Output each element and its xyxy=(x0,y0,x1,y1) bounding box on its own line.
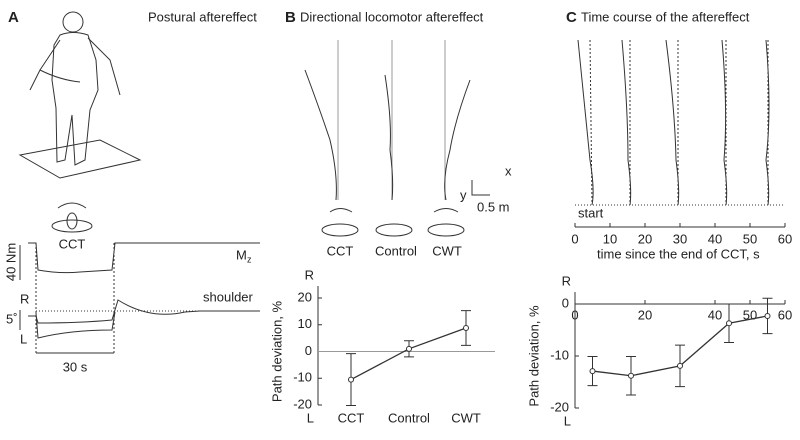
y-tick-label: 0 xyxy=(305,343,312,358)
point xyxy=(463,324,469,331)
x-tick-label: CCT xyxy=(338,410,365,425)
y-tick-label: 10 xyxy=(298,316,312,331)
axis-label: x xyxy=(505,163,512,178)
y-tick-label: 0 xyxy=(562,295,569,310)
x-tick-label: 0 xyxy=(571,231,578,246)
trajectory xyxy=(304,40,490,237)
y-tick-label: -20 xyxy=(550,399,569,414)
condition-label: CCT xyxy=(59,236,86,251)
panel-title: Directional locomotor aftereffect xyxy=(300,9,484,24)
condition-label: Control xyxy=(375,243,417,258)
y-axis-label: Path deviation, % xyxy=(269,300,284,402)
panel-letter: A xyxy=(8,9,19,26)
start-label: start xyxy=(578,205,604,220)
trace xyxy=(19,242,260,355)
x-tick-label: 20 xyxy=(638,231,652,246)
scale-label: 0.5 m xyxy=(477,199,510,214)
y-tick-label: -10 xyxy=(550,347,569,362)
point xyxy=(726,320,732,327)
condition-label: CCT xyxy=(327,243,354,258)
point xyxy=(589,368,596,375)
x-tick-label: 40 xyxy=(708,231,722,246)
direction-label: R xyxy=(20,291,29,306)
trajectory xyxy=(575,39,785,206)
x-tick-label: 60 xyxy=(778,307,792,322)
panel-letter: C xyxy=(566,9,577,26)
y-axis-label: Path deviation, % xyxy=(526,305,541,407)
x-tick-label: CWT xyxy=(451,410,481,425)
point xyxy=(677,362,683,369)
point xyxy=(406,345,412,352)
x-tick-label: 20 xyxy=(638,307,652,322)
y-tick-label: -10 xyxy=(293,370,312,385)
x-tick-label: 50 xyxy=(743,231,757,246)
point xyxy=(628,372,634,379)
trace-label-sub: z xyxy=(247,254,252,264)
x-tick-label: 10 xyxy=(603,231,617,246)
x-tick-label: Control xyxy=(388,410,430,425)
x-axis-label: time since the end of CCT, s xyxy=(597,246,760,261)
direction-label: R xyxy=(305,267,314,282)
x-tick-label: 40 xyxy=(708,307,722,322)
direction-label: L xyxy=(20,331,27,346)
condition-label: CWT xyxy=(432,243,462,258)
point xyxy=(348,376,354,383)
rotation-icon xyxy=(51,202,93,233)
trace-label: M xyxy=(236,247,247,262)
direction-label: L xyxy=(564,413,571,428)
point xyxy=(764,312,771,319)
scale-label: 40 Nm xyxy=(3,243,18,281)
scale-label: 5˚ xyxy=(6,311,18,326)
direction-label: L xyxy=(307,410,314,425)
y-tick-label: 20 xyxy=(298,289,312,304)
axis-label: y xyxy=(460,187,467,202)
panel-title: Postural aftereffect xyxy=(148,9,257,24)
x-tick-label: 0 xyxy=(571,307,578,322)
direction-label: R xyxy=(562,273,571,288)
x-tick-label: 60 xyxy=(778,231,792,246)
x-tick-label: 30 xyxy=(673,231,687,246)
trace-label: shoulder xyxy=(203,289,254,304)
panel-letter: B xyxy=(285,9,296,26)
panel-title: Time course of the aftereffect xyxy=(581,9,750,24)
y-tick-label: -20 xyxy=(293,396,312,411)
illustration xyxy=(18,11,142,179)
scale-label: 30 s xyxy=(63,359,88,374)
